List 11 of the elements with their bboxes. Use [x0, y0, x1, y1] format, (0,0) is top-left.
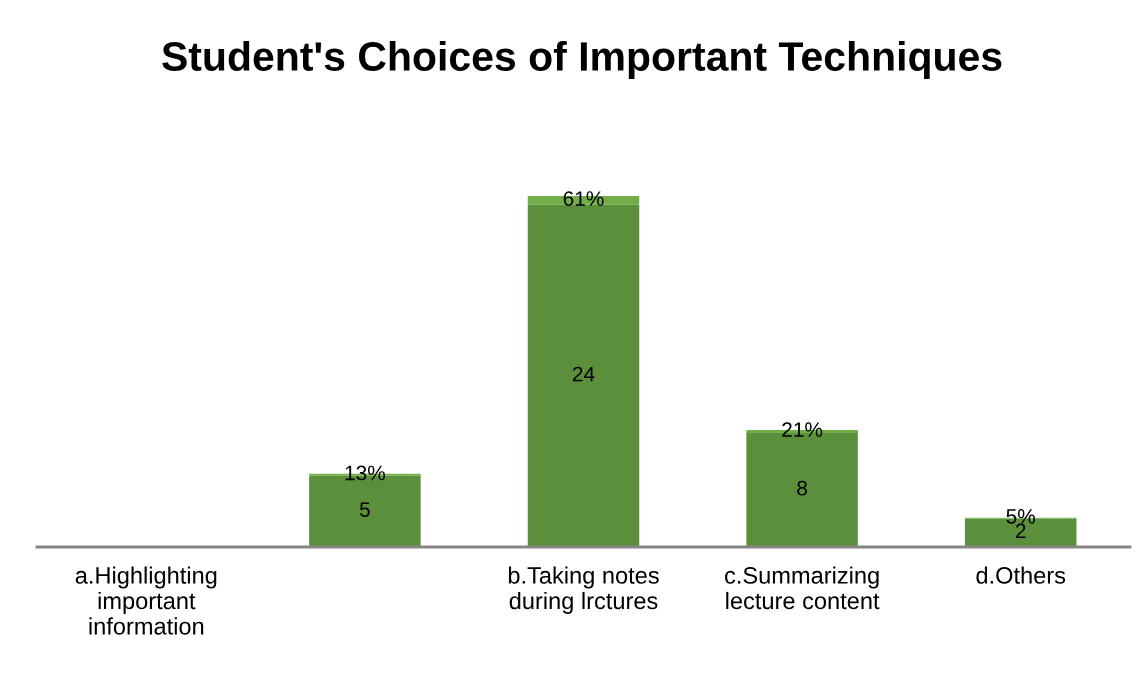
data-label: 21% — [782, 422, 823, 437]
data-label: 5 — [359, 502, 370, 517]
data-label: 2 — [1015, 523, 1026, 539]
data-label: 24 — [572, 366, 595, 382]
chart-title: Student's Choices of Important Techniques — [162, 40, 1002, 80]
x-tick-label: b.Taking notes during lrctures — [508, 566, 659, 614]
x-tick-label: d.Others — [976, 566, 1066, 584]
bar — [527, 204, 640, 547]
x-tick-label: a.Highlighting important information — [75, 566, 217, 635]
data-label: 8 — [797, 480, 807, 496]
x-tick-label: c.Summarizing lecture content — [725, 566, 880, 610]
